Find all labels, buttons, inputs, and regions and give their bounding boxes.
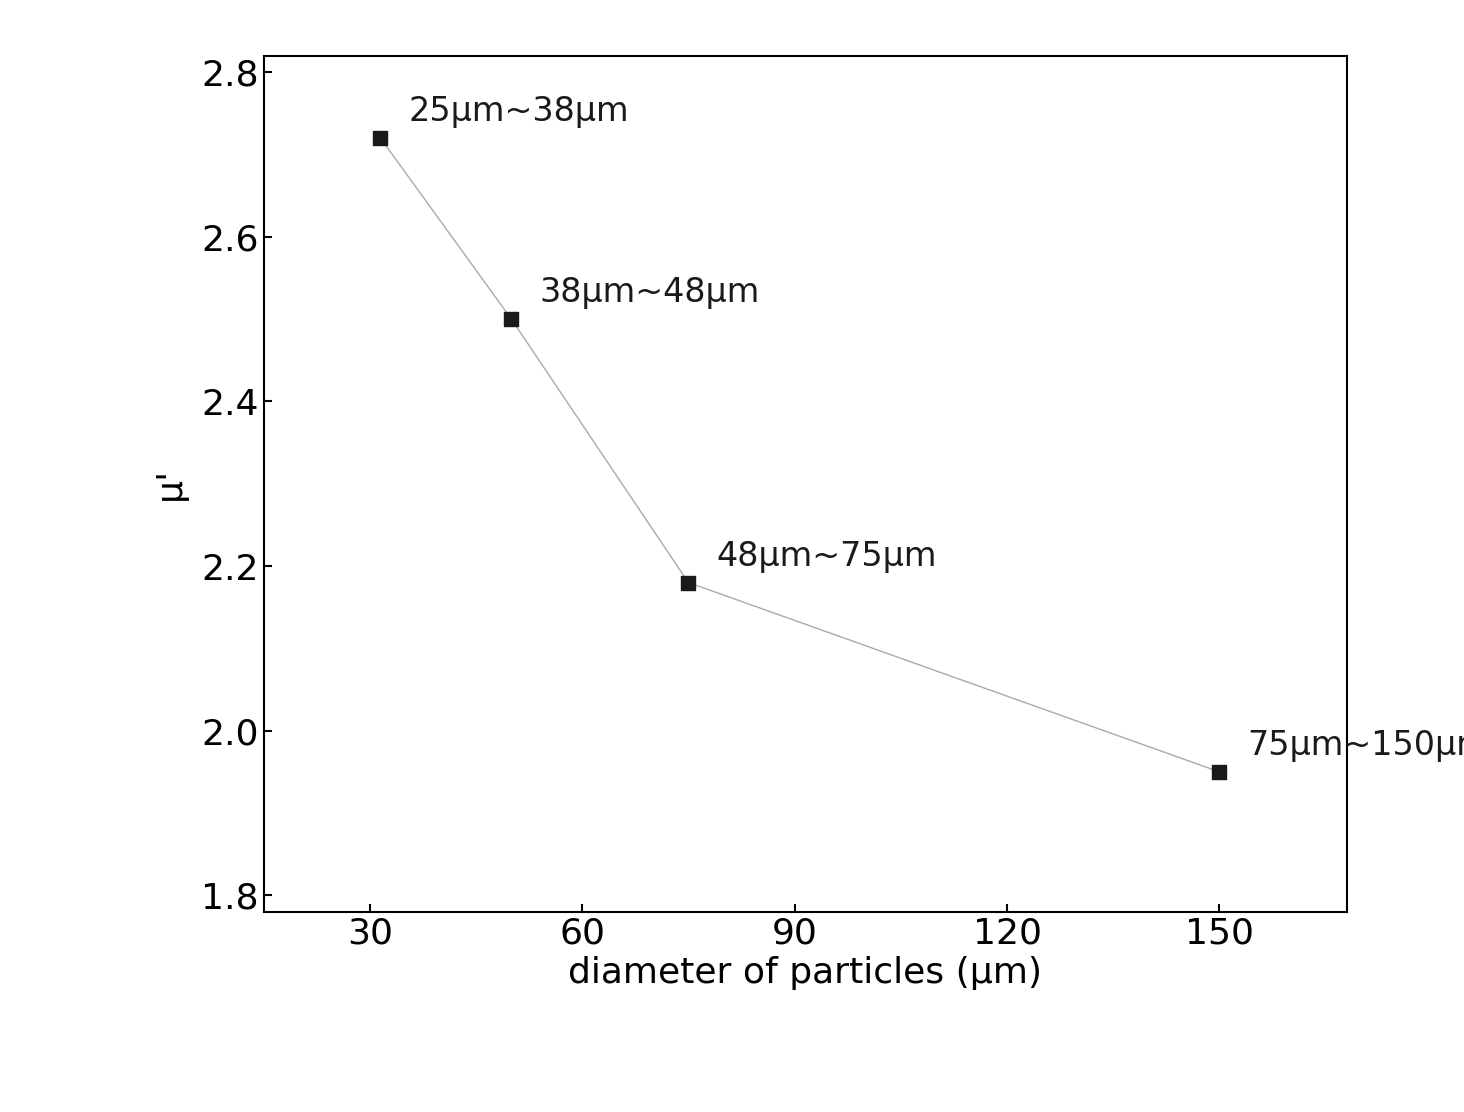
Text: 38μm~48μm: 38μm~48μm: [540, 276, 760, 309]
Y-axis label: μ': μ': [154, 467, 187, 500]
Text: 25μm~38μm: 25μm~38μm: [408, 95, 630, 128]
Point: [1208, 763, 1231, 781]
Point: [676, 574, 700, 592]
Point: [499, 310, 523, 328]
Text: 48μm~75μm: 48μm~75μm: [717, 539, 937, 573]
Point: [369, 129, 392, 147]
Text: 75μm~150μm: 75μm~150μm: [1247, 729, 1464, 762]
X-axis label: diameter of particles (μm): diameter of particles (μm): [568, 956, 1042, 991]
